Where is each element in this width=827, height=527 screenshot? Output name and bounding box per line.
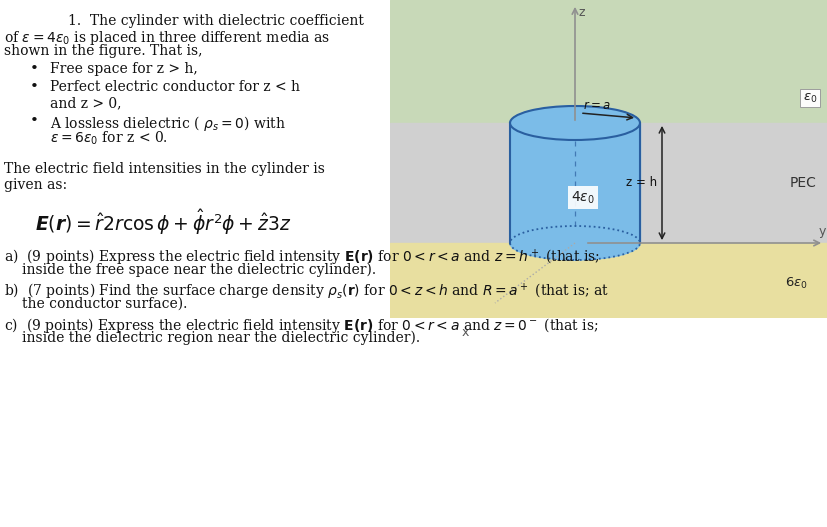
- Text: shown in the figure. That is,: shown in the figure. That is,: [4, 44, 203, 58]
- Text: given as:: given as:: [4, 178, 67, 192]
- Ellipse shape: [509, 106, 639, 140]
- Text: $\varepsilon = 6\varepsilon_0$ for z < 0.: $\varepsilon = 6\varepsilon_0$ for z < 0…: [50, 130, 168, 148]
- Text: $\varepsilon_0$: $\varepsilon_0$: [801, 92, 816, 104]
- Text: •: •: [30, 114, 39, 128]
- Text: b)  (7 points) Find the surface charge density $\rho_s(\mathbf{r})$ for $0 < z <: b) (7 points) Find the surface charge de…: [4, 282, 609, 302]
- Text: c)  (9 points) Express the electric field intensity $\mathbf{E(r)}$ for $0 < r <: c) (9 points) Express the electric field…: [4, 316, 598, 335]
- Text: •: •: [30, 62, 39, 76]
- Text: x: x: [461, 326, 468, 339]
- Text: The electric field intensities in the cylinder is: The electric field intensities in the cy…: [4, 162, 324, 176]
- Bar: [390, 123, 827, 243]
- Text: $\boldsymbol{E}(\boldsymbol{r}) = \hat{r}2r\cos\phi + \hat{\phi}r^2\phi + \hat{z: $\boldsymbol{E}(\boldsymbol{r}) = \hat{r…: [35, 207, 291, 237]
- Ellipse shape: [509, 226, 639, 260]
- Text: 1.  The cylinder with dielectric coefficient: 1. The cylinder with dielectric coeffici…: [68, 14, 363, 28]
- Text: a)  (9 points) Express the electric field intensity $\mathbf{E(r)}$ for $0 < r <: a) (9 points) Express the electric field…: [4, 248, 600, 268]
- Text: $6\varepsilon_0$: $6\varepsilon_0$: [784, 276, 807, 290]
- Text: inside the dielectric region near the dielectric cylinder).: inside the dielectric region near the di…: [22, 331, 419, 345]
- Text: Perfect electric conductor for z < h: Perfect electric conductor for z < h: [50, 80, 299, 94]
- Bar: [509, 123, 639, 243]
- Bar: [390, 0, 827, 123]
- Text: the conductor surface).: the conductor surface).: [22, 297, 187, 311]
- Text: PEC: PEC: [789, 176, 816, 190]
- Text: inside the free space near the dielectric cylinder).: inside the free space near the dielectri…: [22, 263, 375, 277]
- Text: A lossless dielectric ( $\rho_s = 0$) with: A lossless dielectric ( $\rho_s = 0$) wi…: [50, 114, 285, 133]
- Text: y: y: [817, 225, 825, 238]
- Text: $4\varepsilon_0$: $4\varepsilon_0$: [571, 189, 594, 206]
- Text: Free space for z > h,: Free space for z > h,: [50, 62, 198, 76]
- Bar: [390, 243, 827, 318]
- Text: •: •: [30, 80, 39, 94]
- Text: and z > 0,: and z > 0,: [50, 96, 122, 110]
- Text: $r = a$: $r = a$: [582, 99, 610, 112]
- Text: of $\varepsilon = 4\varepsilon_0$ is placed in three different media as: of $\varepsilon = 4\varepsilon_0$ is pla…: [4, 29, 329, 47]
- Text: z: z: [578, 6, 585, 19]
- Text: z = h: z = h: [625, 177, 656, 190]
